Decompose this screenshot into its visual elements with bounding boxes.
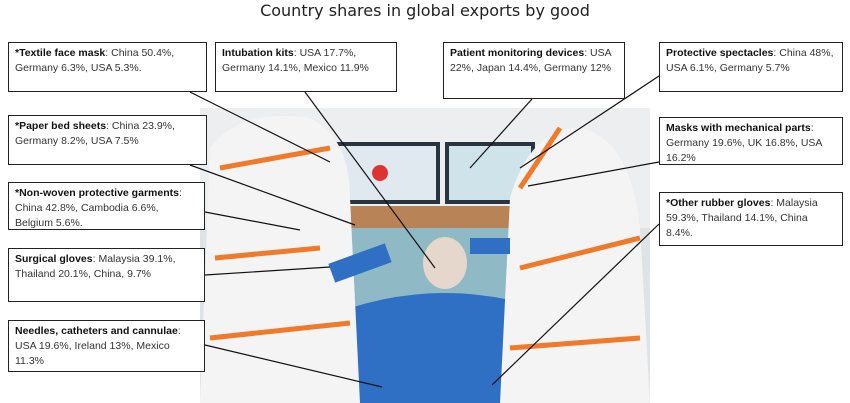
annotation-text: : China 42.8%, Cambodia 6.6%, Belgium 5.… bbox=[15, 187, 182, 229]
annotation-other-rubber-gloves: *Other rubber gloves: Malaysia 59.3%, Th… bbox=[659, 192, 843, 246]
annotation-label: Intubation kits bbox=[222, 47, 294, 59]
hospital-photo bbox=[200, 108, 650, 403]
annotation-label: Patient monitoring devices bbox=[450, 47, 585, 59]
annotation-text: : USA 17.7%, Germany 14.1%, Mexico 11.9% bbox=[222, 47, 369, 74]
annotation-patient-monitoring-devices: Patient monitoring devices: USA 22%, Jap… bbox=[443, 42, 625, 99]
annotation-label: *Non-woven protective garments bbox=[15, 187, 179, 199]
annotation-label: *Paper bed sheets bbox=[15, 120, 107, 132]
annotation-masks-mechanical-parts: Masks with mechanical parts: Germany 19.… bbox=[659, 117, 843, 165]
annotation-surgical-gloves: Surgical gloves: Malaysia 39.1%, Thailan… bbox=[8, 248, 205, 302]
annotation-non-woven-garments: *Non-woven protective garments: China 42… bbox=[8, 182, 205, 230]
annotation-text: : Malaysia 59.3%, Thailand 14.1%, China … bbox=[666, 197, 818, 239]
annotation-label: Masks with mechanical parts bbox=[666, 122, 811, 134]
annotation-text: : China 50.4%, Germany 6.3%, USA 5.3%. bbox=[15, 47, 175, 74]
annotation-label: Surgical gloves bbox=[15, 253, 93, 265]
annotation-protective-spectacles: Protective spectacles: China 48%, USA 6.… bbox=[659, 42, 843, 92]
annotation-text: : USA 19.6%, Ireland 13%, Mexico 11.3% bbox=[15, 325, 181, 367]
annotation-intubation-kits: Intubation kits: USA 17.7%, Germany 14.1… bbox=[215, 42, 397, 92]
annotation-text: : USA 22%, Japan 14.4%, Germany 12% bbox=[450, 47, 612, 74]
annotation-label: *Other rubber gloves bbox=[666, 197, 771, 209]
annotation-text: : Malaysia 39.1%, Thailand 20.1%, China,… bbox=[15, 253, 176, 280]
annotation-text: : China 48%, USA 6.1%, Germany 5.7% bbox=[666, 47, 834, 74]
annotation-text: : China 23.9%, Germany 8.2%, USA 7.5% bbox=[15, 120, 175, 147]
annotation-label: *Textile face mask bbox=[15, 47, 106, 59]
annotation-textile-face-mask: *Textile face mask: China 50.4%, Germany… bbox=[8, 42, 207, 92]
annotation-paper-bed-sheets: *Paper bed sheets: China 23.9%, Germany … bbox=[8, 115, 207, 165]
annotation-text: : Germany 19.6%, UK 16.8%, USA 16.2% bbox=[666, 122, 822, 164]
annotation-needles-catheters: Needles, catheters and cannulae: USA 19.… bbox=[8, 320, 205, 372]
annotation-label: Protective spectacles bbox=[666, 47, 774, 59]
page-title: Country shares in global exports by good bbox=[260, 1, 590, 20]
patient-head bbox=[423, 237, 467, 289]
annotation-label: Needles, catheters and cannulae bbox=[15, 325, 178, 337]
